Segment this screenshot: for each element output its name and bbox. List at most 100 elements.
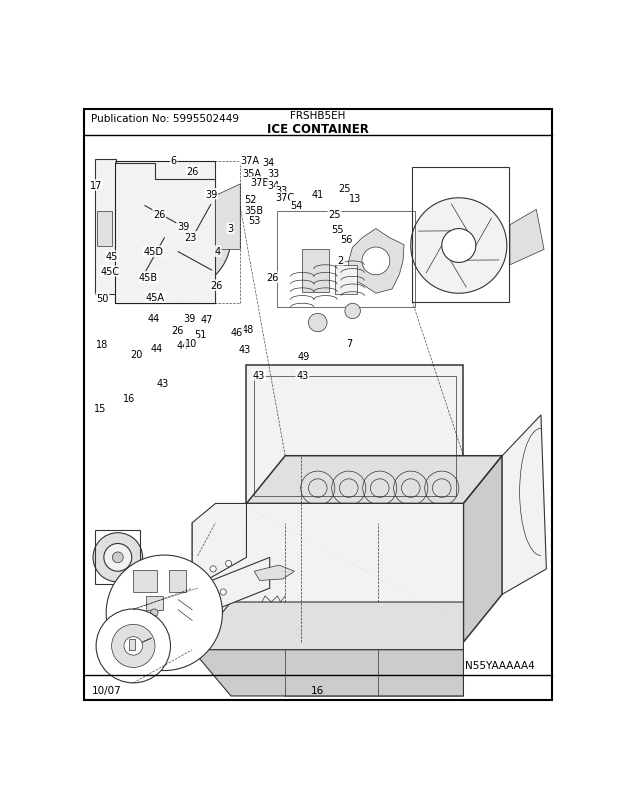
Bar <box>133 615 155 630</box>
Text: 43: 43 <box>239 344 251 354</box>
Text: N55YAAAAA4: N55YAAAAA4 <box>465 660 534 670</box>
Circle shape <box>220 589 226 595</box>
Text: 33: 33 <box>267 168 280 178</box>
Text: 43: 43 <box>296 371 309 380</box>
Text: 45D: 45D <box>143 247 164 257</box>
Polygon shape <box>216 184 241 250</box>
Circle shape <box>104 544 131 572</box>
Bar <box>254 377 456 496</box>
Text: 45: 45 <box>106 252 118 261</box>
Text: 46: 46 <box>231 327 243 337</box>
Polygon shape <box>115 164 216 304</box>
Text: 47: 47 <box>200 315 213 325</box>
Polygon shape <box>192 602 463 650</box>
Text: 18: 18 <box>96 339 108 350</box>
Bar <box>146 596 162 610</box>
Bar <box>169 571 186 592</box>
Circle shape <box>106 555 223 670</box>
Circle shape <box>202 589 208 595</box>
Text: 7: 7 <box>346 338 352 348</box>
Text: 16: 16 <box>123 394 136 404</box>
Circle shape <box>112 553 123 563</box>
Text: 44: 44 <box>151 343 163 353</box>
Text: 26: 26 <box>211 281 223 291</box>
Bar <box>303 250 329 293</box>
Polygon shape <box>192 557 270 619</box>
Text: 52: 52 <box>244 194 257 205</box>
Text: 23: 23 <box>185 233 197 243</box>
Bar <box>94 531 140 585</box>
Polygon shape <box>192 504 463 696</box>
Circle shape <box>345 304 360 319</box>
Text: 34: 34 <box>263 157 275 168</box>
Text: 33: 33 <box>275 186 288 196</box>
Bar <box>94 160 117 294</box>
Circle shape <box>164 225 192 253</box>
Text: ICE CONTAINER: ICE CONTAINER <box>267 123 369 136</box>
Text: 17: 17 <box>89 180 102 191</box>
Text: 20: 20 <box>130 350 143 359</box>
Text: 26: 26 <box>171 326 184 336</box>
Text: 25: 25 <box>329 210 341 220</box>
Bar <box>278 212 415 308</box>
Circle shape <box>93 533 143 582</box>
Circle shape <box>124 637 143 655</box>
Bar <box>412 168 509 302</box>
Text: 44: 44 <box>176 341 188 350</box>
Circle shape <box>125 186 231 291</box>
Circle shape <box>112 625 155 667</box>
Text: 4: 4 <box>215 247 221 257</box>
Text: 35B: 35B <box>245 205 264 216</box>
Circle shape <box>362 248 390 275</box>
Text: 10/07: 10/07 <box>92 685 121 695</box>
Polygon shape <box>510 210 544 265</box>
Text: 54: 54 <box>290 200 303 211</box>
Text: 37A: 37A <box>240 156 259 165</box>
Bar <box>115 162 216 304</box>
Bar <box>335 265 356 294</box>
Text: 41: 41 <box>312 190 324 200</box>
Bar <box>247 366 464 504</box>
Text: 39: 39 <box>177 222 189 232</box>
Polygon shape <box>463 456 502 642</box>
Text: 25: 25 <box>338 184 350 194</box>
Text: 45A: 45A <box>146 293 165 302</box>
Bar <box>133 571 156 592</box>
Text: 45C: 45C <box>100 266 120 277</box>
Circle shape <box>210 566 216 573</box>
Text: 37C: 37C <box>275 193 294 203</box>
Text: 43: 43 <box>253 371 265 380</box>
Text: 51: 51 <box>194 330 206 339</box>
Text: 53: 53 <box>248 216 260 226</box>
Circle shape <box>151 610 158 617</box>
Text: 26: 26 <box>187 167 199 176</box>
Text: 56: 56 <box>340 234 353 245</box>
Text: 26: 26 <box>153 210 166 220</box>
Text: 34: 34 <box>267 180 280 191</box>
Text: 44: 44 <box>148 314 159 323</box>
Text: 39: 39 <box>183 314 195 323</box>
Polygon shape <box>247 456 502 504</box>
Polygon shape <box>192 504 247 589</box>
Text: FRSHB5EH: FRSHB5EH <box>290 111 345 120</box>
Text: 43: 43 <box>157 379 169 389</box>
Text: 6: 6 <box>170 156 177 166</box>
Circle shape <box>96 610 170 683</box>
Text: 48: 48 <box>242 325 254 334</box>
Polygon shape <box>348 229 404 294</box>
Polygon shape <box>502 415 546 594</box>
Text: 15: 15 <box>94 403 107 413</box>
Text: 37B: 37B <box>250 178 270 188</box>
Text: 13: 13 <box>349 194 361 204</box>
Polygon shape <box>192 650 463 696</box>
Circle shape <box>441 229 476 263</box>
Text: 26: 26 <box>266 273 278 283</box>
Text: 35A: 35A <box>242 168 262 178</box>
Circle shape <box>309 314 327 332</box>
Text: 2: 2 <box>338 256 344 265</box>
Text: 50: 50 <box>96 294 108 304</box>
Text: 3: 3 <box>228 224 233 234</box>
Text: 45B: 45B <box>139 273 158 283</box>
Text: Publication No: 5995502449: Publication No: 5995502449 <box>92 115 239 124</box>
Polygon shape <box>254 565 294 581</box>
